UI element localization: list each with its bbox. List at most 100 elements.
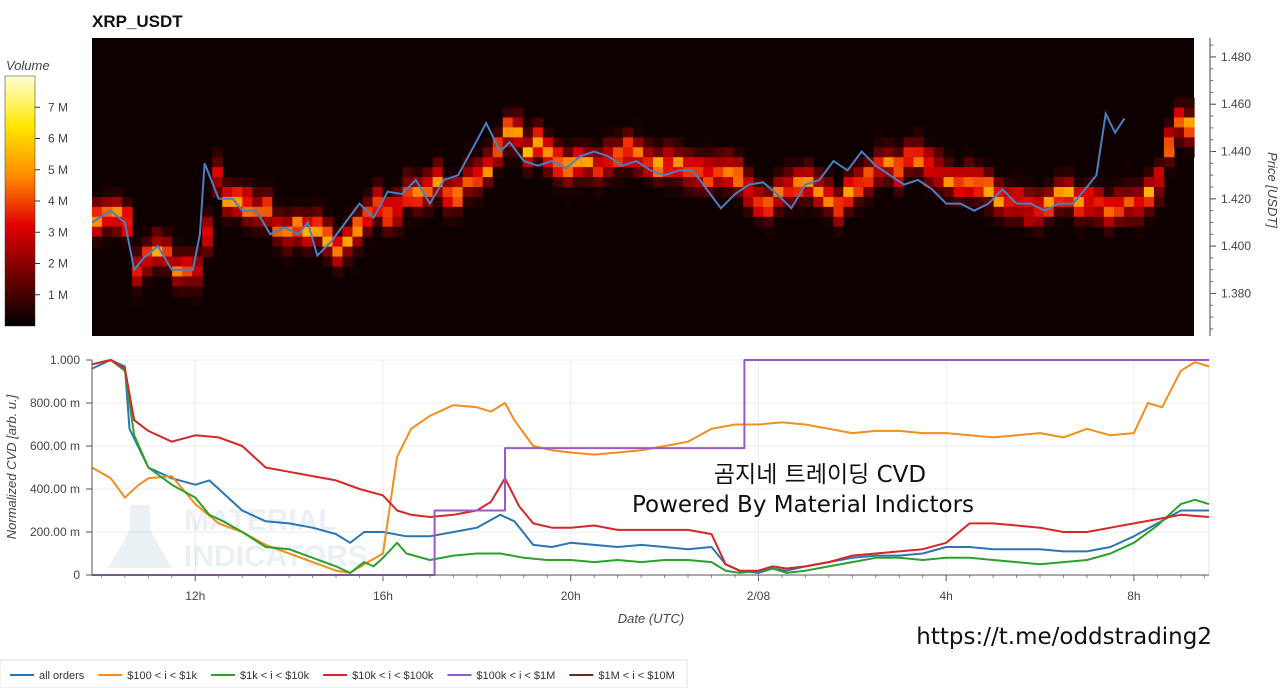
heatmap-cell [602, 137, 614, 148]
heatmap-cell [162, 266, 173, 277]
heatmap-cell [973, 157, 985, 168]
heatmap-cell [1143, 167, 1155, 178]
heatmap-cell [863, 167, 875, 178]
legend-item-label[interactable]: $100k < i < $1M [476, 670, 555, 682]
heatmap-cell [602, 167, 614, 178]
heatmap-cell [532, 127, 544, 138]
heatmap-cell [1013, 187, 1025, 198]
heatmap-cell [1093, 196, 1105, 208]
heatmap-cell [462, 137, 474, 148]
heatmap-cell [222, 206, 233, 218]
legend-item-label[interactable]: $1M < i < $10M [598, 670, 674, 682]
heatmap-cell [773, 177, 784, 188]
heatmap-cell [482, 157, 494, 168]
heatmap-cell [743, 196, 754, 208]
heatmap-cell [462, 187, 474, 198]
heatmap-cell [312, 196, 324, 208]
heatmap-cell [663, 137, 674, 148]
heatmap-cell [783, 206, 794, 218]
heatmap-cell [462, 157, 474, 168]
heatmap-cell [512, 117, 524, 128]
heatmap-cell [392, 177, 404, 188]
telegram-url[interactable]: https://t.me/oddstrading2 [916, 624, 1212, 650]
heatmap-cell [322, 246, 334, 258]
heatmap-cell [1123, 196, 1135, 208]
heatmap-cell [733, 196, 744, 208]
heatmap-cell [1113, 206, 1125, 218]
heatmap-cell [452, 216, 464, 228]
heatmap-cell [622, 157, 634, 168]
heatmap-cell [703, 137, 714, 148]
heatmap-cell [362, 196, 374, 208]
heatmap-cell [102, 196, 113, 208]
heatmap-cell [212, 157, 223, 168]
heatmap-cell [843, 177, 854, 188]
heatmap-cell [342, 246, 354, 258]
legend-item-label[interactable]: all orders [39, 670, 85, 682]
heatmap-cell [863, 157, 875, 168]
heatmap-cell [893, 157, 905, 168]
heatmap-cell [1123, 177, 1135, 188]
heatmap-cell [282, 246, 293, 258]
heatmap-cell [472, 187, 484, 198]
heatmap-cell [152, 246, 163, 258]
heatmap-cell [1143, 216, 1155, 228]
heatmap-cell [963, 177, 975, 188]
heatmap-cell [943, 167, 955, 178]
price-axis-tick-label: 1.460 [1221, 97, 1251, 111]
heatmap-cell [1013, 196, 1025, 208]
heatmap-cell [372, 226, 384, 238]
heatmap-cell [342, 236, 354, 248]
heatmap-cell [1153, 167, 1165, 178]
heatmap-cell [803, 177, 814, 188]
heatmap-cell [1003, 216, 1015, 228]
heatmap-cell [242, 177, 253, 188]
heatmap-cell [582, 177, 594, 188]
heatmap-cell [602, 177, 614, 188]
heatmap-cell [963, 196, 975, 208]
heatmap-cell [673, 137, 684, 148]
heatmap-cell [1083, 177, 1095, 188]
heatmap-cell [993, 196, 1005, 208]
heatmap-cell [1173, 107, 1185, 119]
heatmap-cell [643, 137, 654, 148]
heatmap-cell [933, 147, 945, 158]
heatmap-cell [1023, 177, 1035, 188]
legend-item-label[interactable]: $1k < i < $10k [240, 670, 310, 682]
heatmap-cell [92, 226, 103, 238]
heatmap-cell [572, 157, 584, 168]
heatmap-cell [983, 216, 995, 228]
heatmap-cell [1033, 216, 1045, 228]
heatmap-cell [663, 167, 674, 178]
heatmap-cell [993, 216, 1005, 228]
heatmap-cell [1053, 187, 1065, 198]
heatmap-cell [632, 137, 644, 148]
colorbar-tick-label: 4 M [48, 194, 68, 208]
heatmap-cell [1013, 167, 1025, 178]
heatmap-cell [1053, 206, 1065, 218]
heatmap-cell [372, 206, 384, 218]
legend-item-label[interactable]: $10k < i < $100k [352, 670, 434, 682]
heatmap-cell [402, 206, 414, 218]
heatmap-cell [1143, 187, 1155, 198]
heatmap-cell [172, 256, 183, 268]
heatmap-cell [492, 137, 504, 148]
heatmap-cell [893, 167, 905, 178]
heatmap-cell [452, 206, 464, 218]
legend-item-label[interactable]: $100 < i < $1k [127, 670, 197, 682]
heatmap-cell [793, 196, 804, 208]
heatmap-cell [883, 167, 895, 178]
heatmap-cell [743, 187, 754, 198]
heatmap-cell [242, 196, 253, 208]
heatmap-cell [703, 167, 714, 178]
heatmap-cell [132, 246, 143, 258]
colorbar-tick-label: 5 M [48, 163, 68, 177]
heatmap-cell [1033, 226, 1045, 238]
heatmap-cell [1183, 137, 1195, 148]
heatmap-cell [673, 147, 684, 158]
heatmap-cell [142, 246, 153, 258]
heatmap-cell [853, 157, 864, 168]
heatmap-cell [102, 226, 113, 238]
heatmap-cell [102, 236, 113, 248]
